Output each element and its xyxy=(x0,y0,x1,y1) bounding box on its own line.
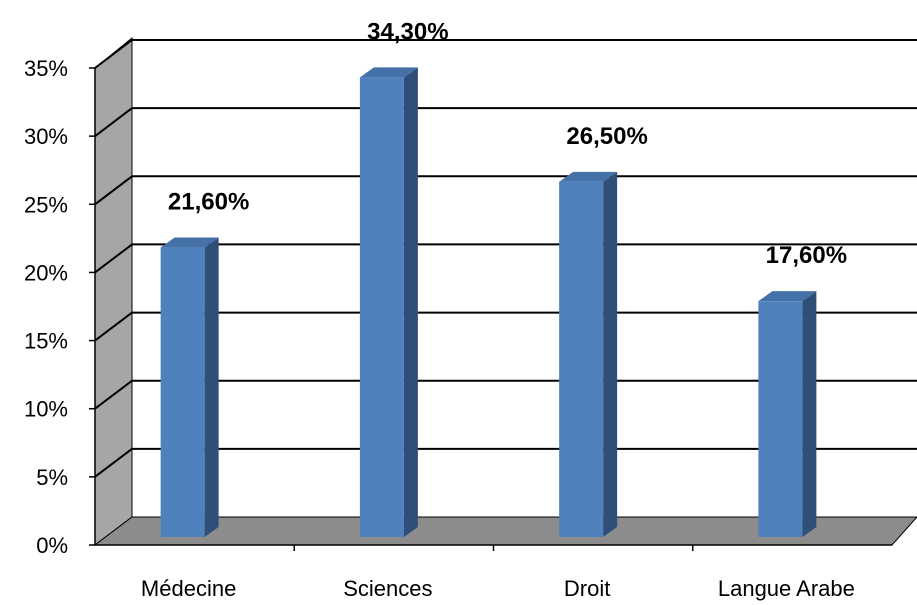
gridline-side xyxy=(94,175,133,206)
y-tick-label: 0% xyxy=(36,533,68,558)
gridline-side xyxy=(94,39,133,69)
x-category-label: Droit xyxy=(564,576,610,601)
x-category-labels: Médecine Sciences Droit Langue Arabe xyxy=(141,576,855,601)
bar-top xyxy=(359,67,418,78)
y-tick-label: 15% xyxy=(24,329,68,354)
gridline-side xyxy=(94,243,133,274)
y-tick-label: 30% xyxy=(24,124,68,149)
y-tick-labels: 0% 5% 10% 15% 20% 25% 30% 35% xyxy=(24,56,68,558)
y-tick-label: 35% xyxy=(24,56,68,81)
bar-top xyxy=(160,237,219,248)
x-category-label: Sciences xyxy=(343,576,432,601)
data-label: 26,50% xyxy=(566,123,647,150)
y-tick-label: 25% xyxy=(24,192,68,217)
data-labels: 21,60% 34,30% 26,50% 17,60% xyxy=(168,18,847,269)
bar-side xyxy=(204,237,219,537)
y-tick-label: 10% xyxy=(24,397,68,422)
bar-side xyxy=(403,67,418,537)
x-category-label: Médecine xyxy=(141,576,236,601)
gridline-side xyxy=(94,379,133,410)
x-category-label: Langue Arabe xyxy=(718,576,855,601)
gridline-side xyxy=(94,311,133,342)
data-label: 17,60% xyxy=(766,242,847,269)
bar-side xyxy=(802,291,817,537)
bar xyxy=(160,247,205,537)
bar-top xyxy=(559,171,618,182)
bar-top xyxy=(758,291,817,302)
gridline-side xyxy=(94,448,133,478)
y-tick-label: 20% xyxy=(24,260,68,285)
bar xyxy=(359,77,404,537)
y-axis xyxy=(89,67,892,551)
bars xyxy=(160,67,817,537)
y-tick-label: 5% xyxy=(36,465,68,490)
bar xyxy=(758,301,803,537)
gridline-side xyxy=(94,107,133,137)
chart-side-wall xyxy=(94,36,133,547)
data-label: 34,30% xyxy=(367,18,448,45)
bar-side xyxy=(603,171,618,537)
data-label: 21,60% xyxy=(168,189,249,216)
bar xyxy=(559,181,604,537)
